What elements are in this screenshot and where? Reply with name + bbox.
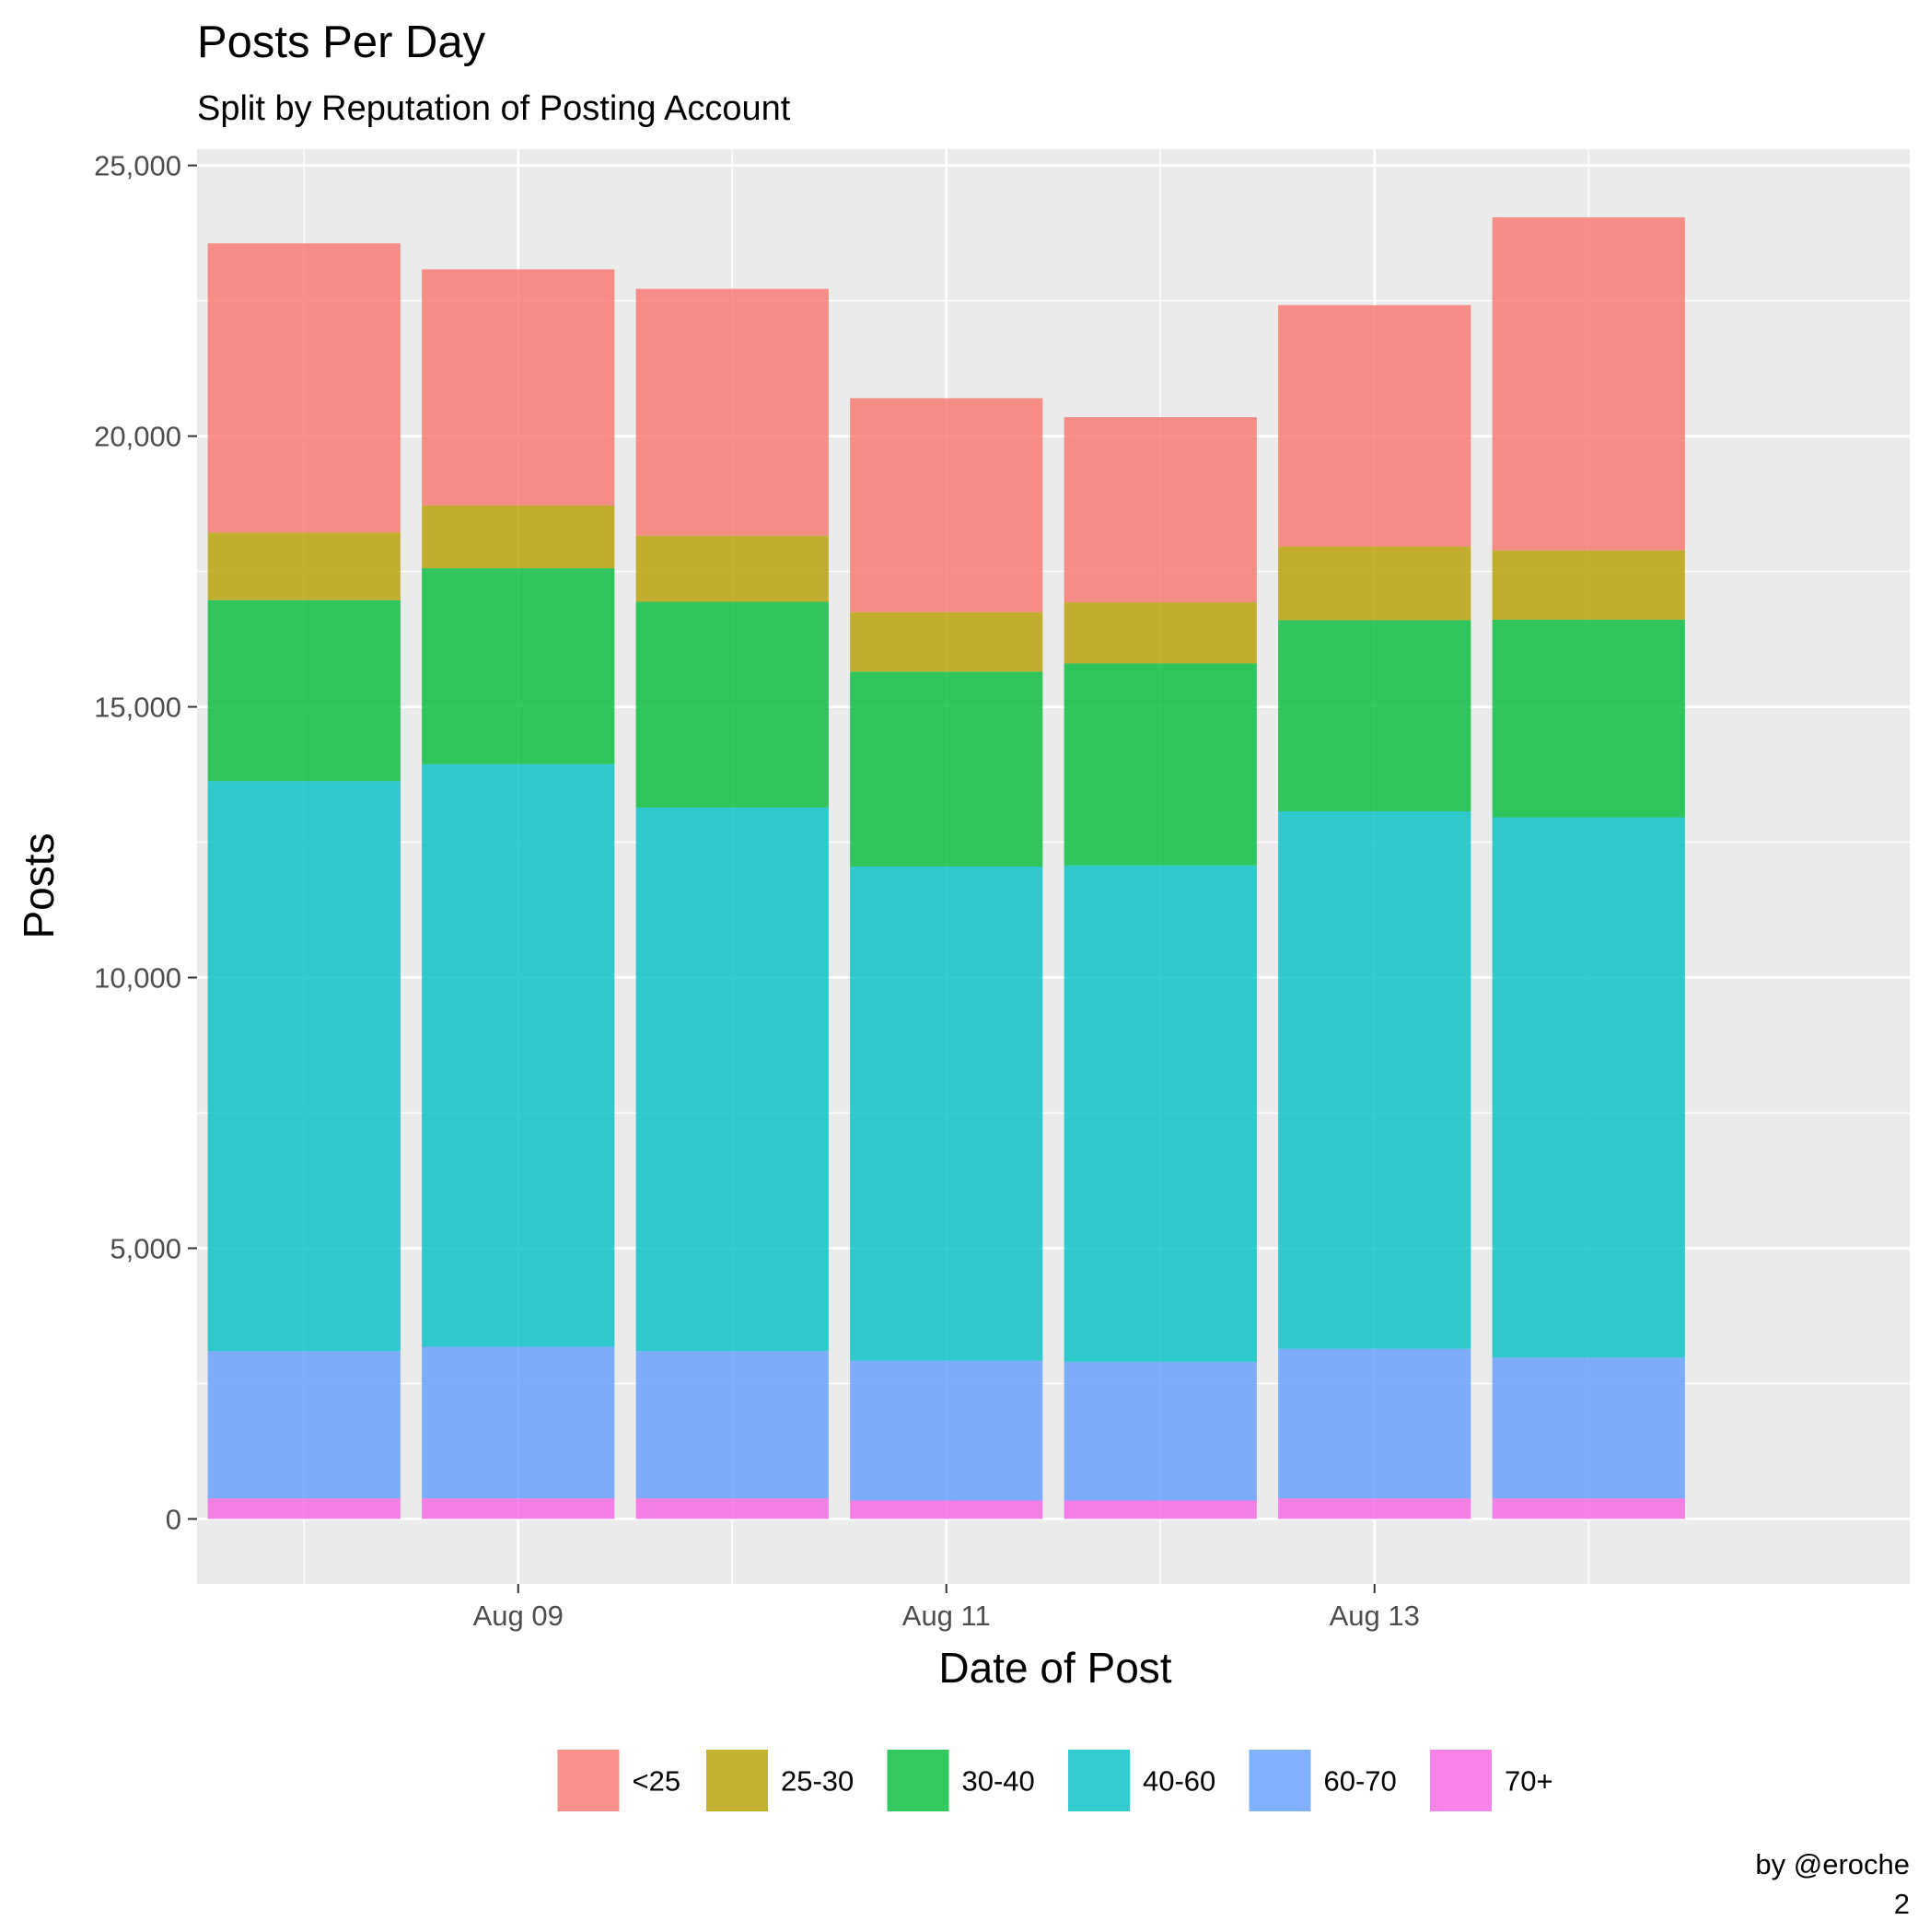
bar-segment xyxy=(850,671,1043,867)
legend-label: 40-60 xyxy=(1143,1765,1215,1798)
bar-segment xyxy=(635,1351,829,1499)
chart-subtitle: Split by Reputation of Posting Account xyxy=(197,89,791,128)
bar-segment xyxy=(635,535,829,602)
legend-label: 30-40 xyxy=(962,1765,1035,1798)
legend: <25 25-30 30-40 40-60 60-70 70+ xyxy=(557,1750,1553,1811)
y-tick-label: 0 xyxy=(166,1503,181,1535)
legend-label: 25-30 xyxy=(781,1765,854,1798)
bar-segment xyxy=(1064,602,1257,664)
bar-segment xyxy=(635,288,829,536)
bar-segment xyxy=(1492,217,1685,551)
bar-segment xyxy=(850,867,1043,1361)
bar-segment xyxy=(1064,663,1257,866)
legend-key xyxy=(557,1750,620,1811)
x-tick-label: Aug 13 xyxy=(1330,1600,1420,1632)
legend-label: 60-70 xyxy=(1324,1765,1397,1798)
bar-segment xyxy=(422,505,615,569)
bar-segment xyxy=(1278,620,1471,812)
legend-key xyxy=(887,1750,949,1811)
y-tick-label: 15,000 xyxy=(94,692,181,724)
bar-segment xyxy=(1492,619,1685,818)
bar-segment xyxy=(1278,1498,1471,1519)
bar-segment xyxy=(635,807,829,1352)
y-axis-title: Posts xyxy=(15,832,63,938)
bar-segment xyxy=(422,269,615,506)
legend-key xyxy=(1249,1750,1311,1811)
bar-segment xyxy=(1278,305,1471,547)
bar-segment xyxy=(422,1346,615,1499)
bar-segment xyxy=(422,568,615,764)
caption-author: by @eroche xyxy=(1755,1848,1910,1880)
bar-segment xyxy=(207,781,401,1352)
legend-key xyxy=(1068,1750,1130,1811)
bar-segment xyxy=(635,601,829,808)
bar-segment xyxy=(1492,550,1685,620)
bar-segment xyxy=(850,1360,1043,1501)
legend-key xyxy=(1430,1750,1492,1811)
x-tick-label: Aug 09 xyxy=(473,1600,564,1632)
bar-segment xyxy=(1278,1348,1471,1499)
bar-segment xyxy=(1492,1357,1685,1499)
bar-segment xyxy=(422,763,615,1347)
bars xyxy=(207,217,1685,1519)
bar-segment xyxy=(1064,865,1257,1362)
bar-segment xyxy=(1492,1498,1685,1519)
caption-page: 2 xyxy=(1894,1888,1910,1920)
axes: 0 5,000 10,000 15,000 20,000 25,000 Aug 09 Aug … xyxy=(94,150,1420,1632)
bar-segment xyxy=(422,1498,615,1519)
bar-segment xyxy=(1278,546,1471,621)
x-axis-title: Date of Post xyxy=(938,1644,1171,1692)
bar-segment xyxy=(1064,1500,1257,1519)
y-tick-label: 5,000 xyxy=(110,1232,181,1264)
bar-segment xyxy=(850,611,1043,672)
bar-segment xyxy=(207,1351,401,1499)
bar-segment xyxy=(207,532,401,600)
bar-segment xyxy=(1064,1361,1257,1501)
legend-label: 70+ xyxy=(1505,1765,1553,1798)
bar-segment xyxy=(1492,817,1685,1358)
bar-segment xyxy=(207,1498,401,1519)
y-tick-label: 25,000 xyxy=(94,150,181,182)
bar-segment xyxy=(207,599,401,782)
chart-title: Posts Per Day xyxy=(197,17,486,67)
y-tick-label: 20,000 xyxy=(94,421,181,453)
bar-segment xyxy=(850,1500,1043,1519)
bar-segment xyxy=(635,1498,829,1519)
bar-segment xyxy=(1064,417,1257,603)
x-tick-label: Aug 11 xyxy=(902,1600,991,1632)
legend-label: <25 xyxy=(633,1765,681,1798)
bar-segment xyxy=(1278,811,1471,1349)
y-tick-label: 10,000 xyxy=(94,962,181,995)
bar-segment xyxy=(207,243,401,533)
legend-key xyxy=(706,1750,768,1811)
bar-segment xyxy=(850,398,1043,612)
